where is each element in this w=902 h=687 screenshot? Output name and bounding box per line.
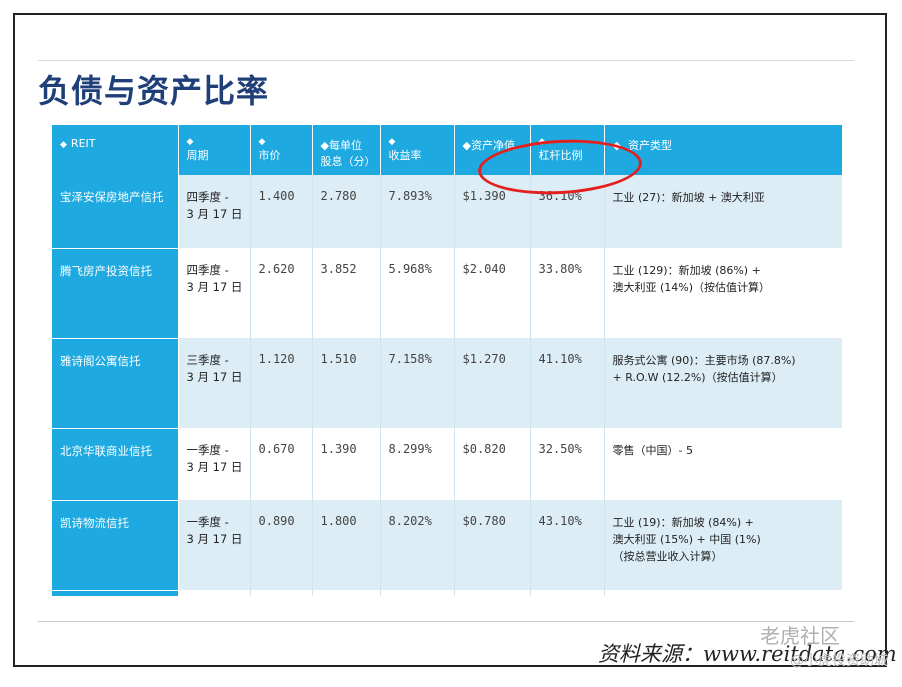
reit-name: 宝泽安保房地产信托	[52, 175, 179, 249]
empty-cell	[454, 590, 531, 596]
empty-cell	[380, 590, 455, 596]
period-cell: 四季度 -3 月 17 日	[178, 175, 251, 248]
leverage-cell: 43.10%	[530, 500, 605, 590]
col-header-price[interactable]: ◆ 市价	[250, 125, 313, 175]
table-row: 雅诗阁公寓信托 三季度 -3 月 17 日 1.120 1.510 7.158%…	[52, 338, 842, 429]
dps-cell: 3.852	[312, 248, 381, 338]
price-cell: 1.400	[250, 175, 313, 248]
dps-cell: 1.510	[312, 338, 381, 428]
reit-name: 腾飞房产投资信托	[52, 248, 179, 339]
reit-name: 北京华联商业信托	[52, 428, 179, 501]
col-header-dps[interactable]: ◆每单位 股息（分）	[312, 125, 381, 175]
col-header-asset-type[interactable]: ◆ 资产类型	[604, 125, 843, 175]
price-cell: 0.670	[250, 428, 313, 500]
asset-type-cell: 服务式公寓 (90)：主要市场 (87.8%) + R.O.W (12.2%)（按…	[604, 338, 842, 428]
price-cell: 0.890	[250, 500, 313, 590]
page-title: 负债与资产比率	[38, 72, 270, 110]
nav-cell: $1.270	[454, 338, 531, 428]
price-cell: 2.620	[250, 248, 313, 338]
asset-type-cell: 工业 (129)：新加坡 (86%) + 澳大利亚 (14%)（按估值计算）	[604, 248, 842, 338]
asset-type-cell: 零售（中国）- 5	[604, 428, 842, 500]
nav-cell: $2.040	[454, 248, 531, 338]
leverage-cell: 32.50%	[530, 428, 605, 500]
table-row: 凯诗物流信托 一季度 -3 月 17 日 0.890 1.800 8.202% …	[52, 500, 842, 591]
period-cell: 四季度 -3 月 17 日	[178, 248, 251, 338]
period-cell: 一季度 -3 月 17 日	[178, 428, 251, 500]
leverage-cell: 36.10%	[530, 175, 605, 248]
divider-bottom	[38, 621, 854, 622]
empty-cell	[604, 590, 842, 596]
dps-cell: 1.800	[312, 500, 381, 590]
table-row: 北京华联商业信托 一季度 -3 月 17 日 0.670 1.390 8.299…	[52, 428, 842, 501]
nav-cell: $1.390	[454, 175, 531, 248]
period-cell: 三季度 -3 月 17 日	[178, 338, 251, 428]
yield-cell: 8.299%	[380, 428, 455, 500]
divider-top	[38, 60, 854, 61]
reit-name: 雅诗阁公寓信托	[52, 338, 179, 429]
col-header-reit[interactable]: ◆ REIT	[52, 125, 179, 175]
yield-cell: 5.968%	[380, 248, 455, 338]
nav-cell: $0.820	[454, 428, 531, 500]
empty-cell	[250, 590, 313, 596]
table-row: 腾飞房产投资信托 四季度 -3 月 17 日 2.620 3.852 5.968…	[52, 248, 842, 339]
source-note: 资料来源：www.reitdata.com	[598, 642, 897, 666]
empty-cell	[312, 590, 381, 596]
table-row-partial	[52, 590, 842, 597]
yield-cell: 8.202%	[380, 500, 455, 590]
table-header-row: ◆ REIT ◆ 周期 ◆ 市价 ◆每单位 股息（分） ◆ 收益率 ◆资产净值 ◆ 杠杆比例…	[52, 125, 843, 175]
yield-cell: 7.893%	[380, 175, 455, 248]
leverage-cell: 41.10%	[530, 338, 605, 428]
yield-cell: 7.158%	[380, 338, 455, 428]
asset-type-cell: 工业 (19)：新加坡 (84%) + 澳大利亚 (15%) + 中国 (1%) （…	[604, 500, 842, 590]
reit-table: ◆ REIT ◆ 周期 ◆ 市价 ◆每单位 股息（分） ◆ 收益率 ◆资产净值 ◆ 杠杆比例…	[52, 125, 843, 597]
period-cell: 一季度 -3 月 17 日	[178, 500, 251, 590]
watermark-logo-text: 老虎社区	[760, 624, 840, 648]
leverage-cell: 33.80%	[530, 248, 605, 338]
col-header-period[interactable]: ◆ 周期	[178, 125, 251, 175]
asset-type-cell: 工业 (27)：新加坡 + 澳大利亚	[604, 175, 842, 248]
reit-name: 凯诗物流信托	[52, 500, 179, 591]
nav-cell: $0.780	[454, 500, 531, 590]
dps-cell: 1.390	[312, 428, 381, 500]
empty-cell	[530, 590, 605, 596]
empty-cell	[178, 590, 251, 596]
col-header-leverage[interactable]: ◆ 杠杆比例	[530, 125, 605, 175]
reit-name	[52, 590, 179, 597]
dps-cell: 2.780	[312, 175, 381, 248]
watermark-handle: @小虎投资助城	[790, 653, 888, 669]
col-header-yield[interactable]: ◆ 收益率	[380, 125, 455, 175]
price-cell: 1.120	[250, 338, 313, 428]
table-row: 宝泽安保房地产信托 四季度 -3 月 17 日 1.400 2.780 7.89…	[52, 175, 842, 249]
slide-frame	[13, 13, 887, 667]
col-header-nav[interactable]: ◆资产净值	[454, 125, 531, 175]
